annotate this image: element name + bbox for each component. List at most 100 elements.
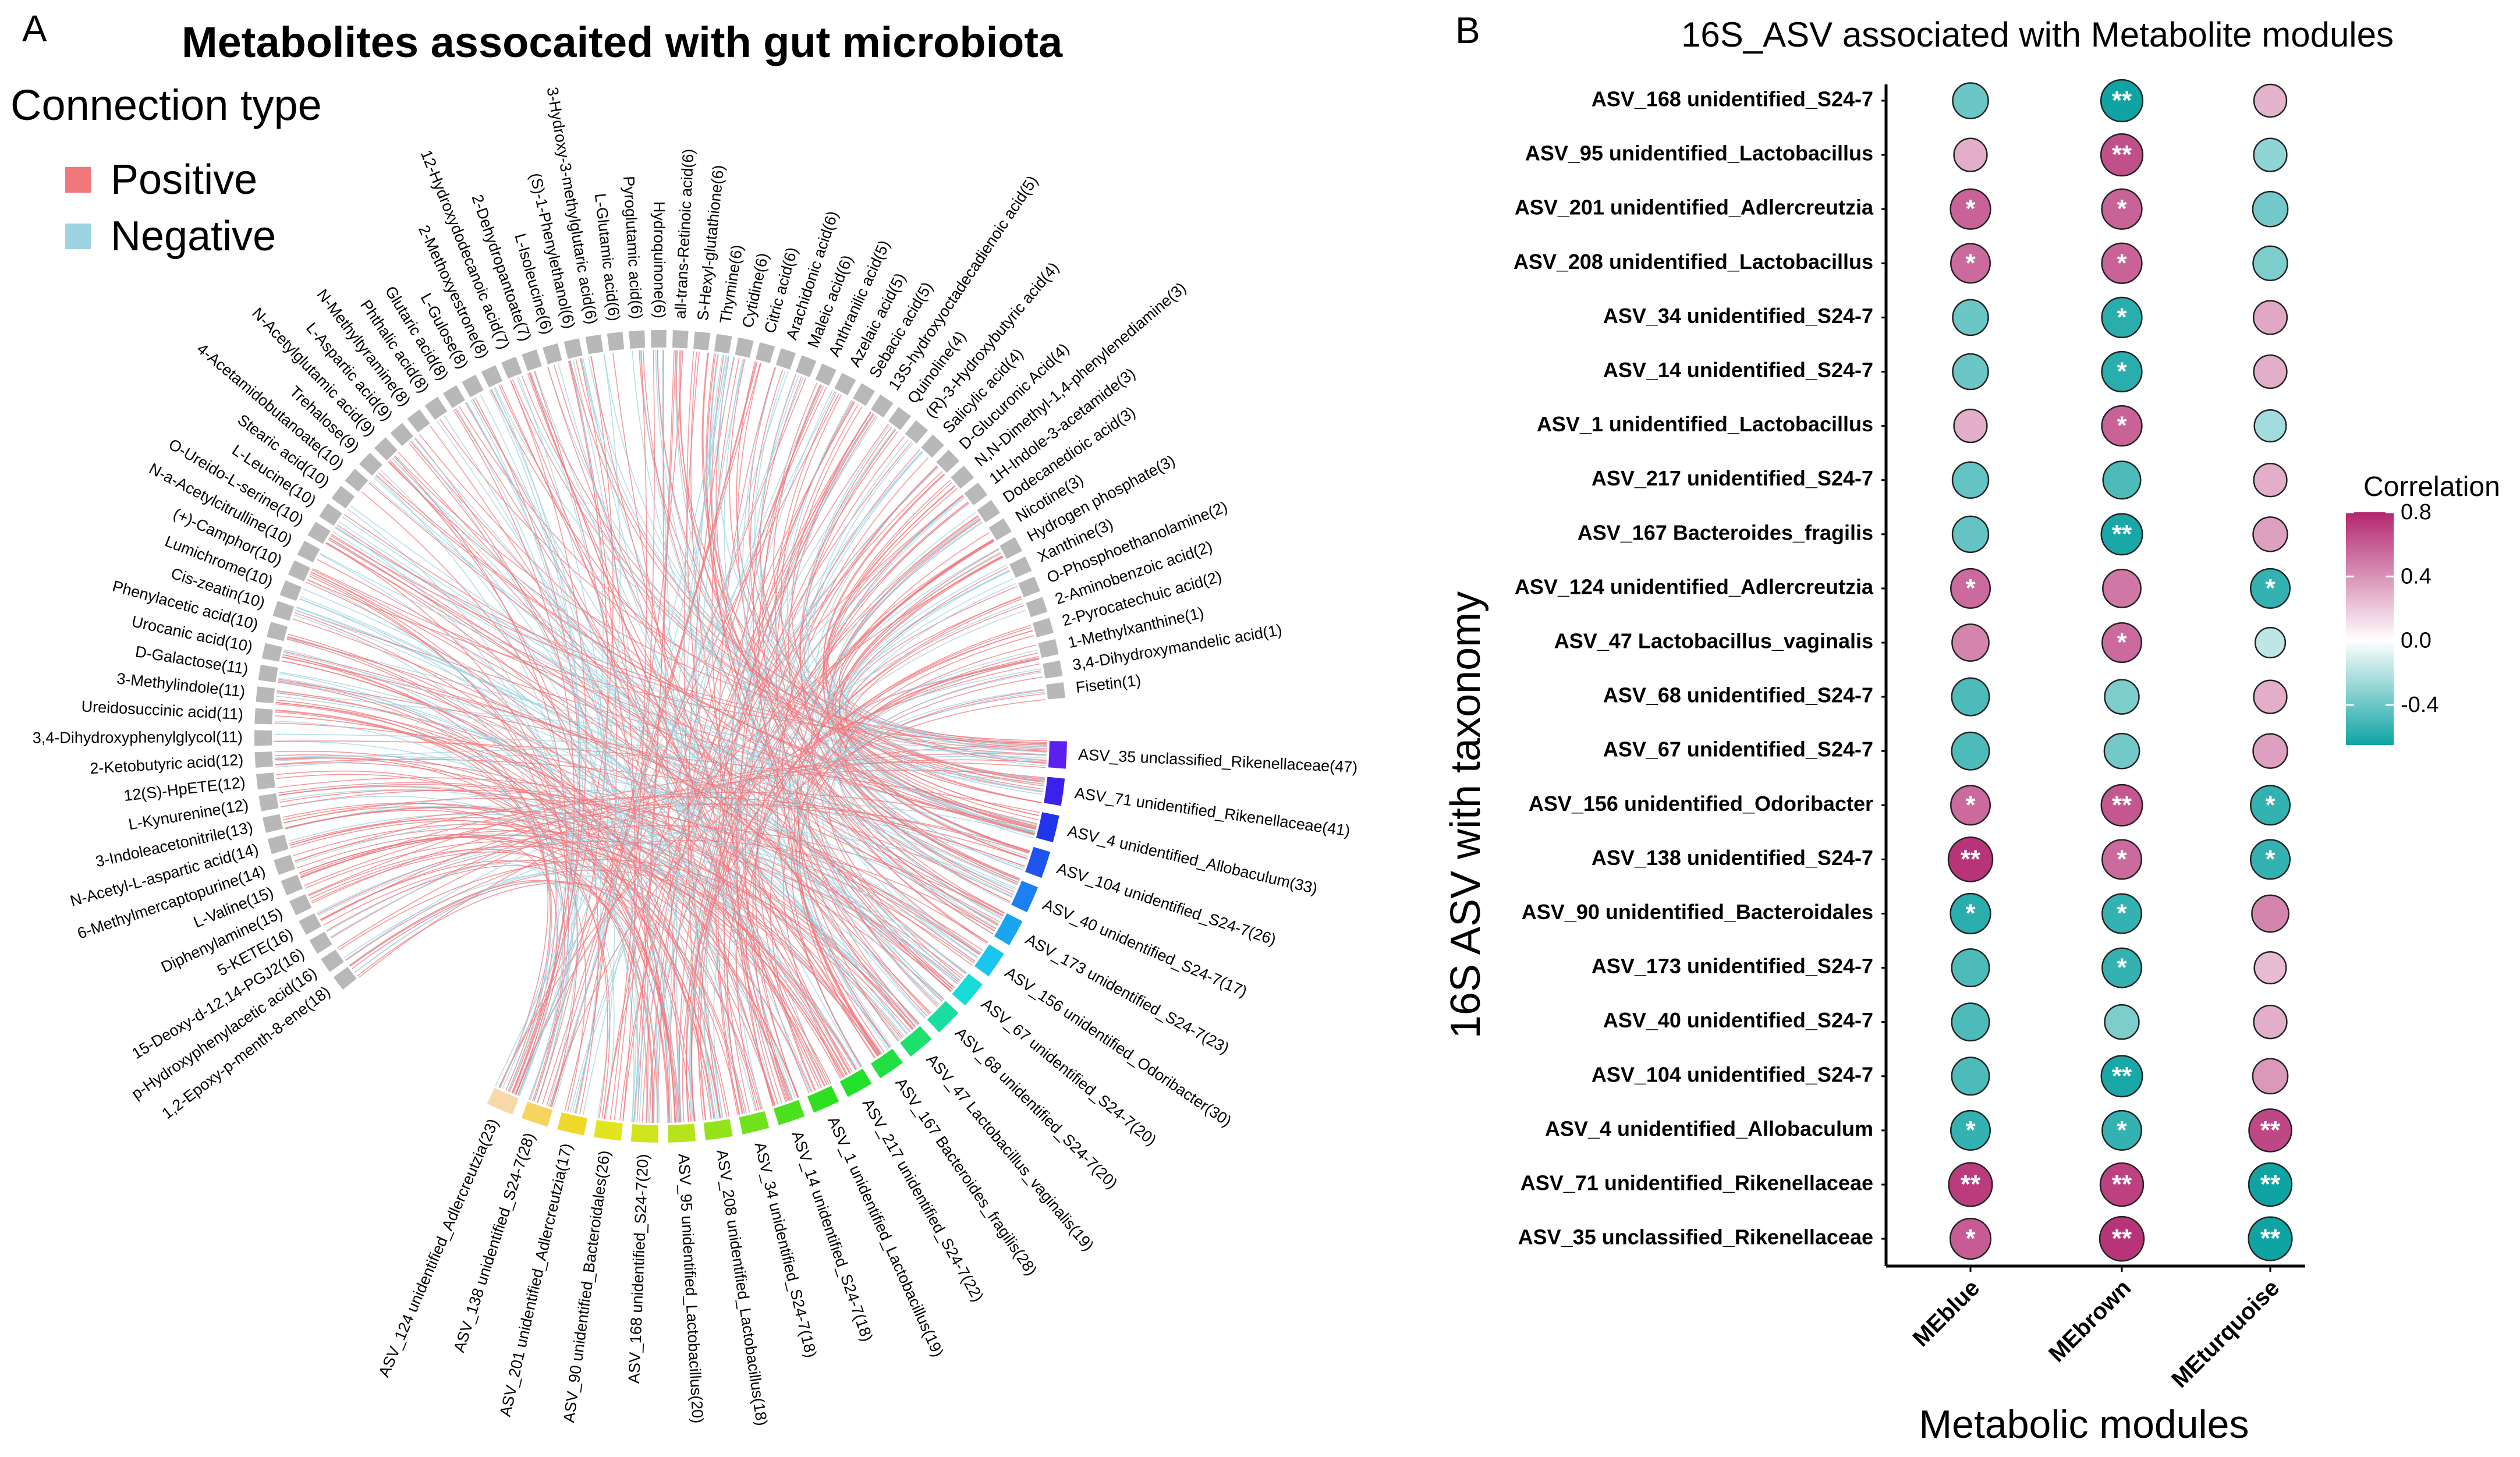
metabolite-arc: [279, 580, 302, 601]
significance-mark: **: [2260, 1170, 2281, 1199]
negative-link: [803, 439, 1002, 919]
metabolite-arc: [254, 708, 273, 725]
correlation-dot: [1950, 785, 1991, 826]
negative-link: [293, 614, 559, 1096]
positive-link: [361, 491, 676, 1123]
negative-link: [633, 451, 922, 1122]
negative-link: [826, 570, 1011, 959]
negative-link: [274, 720, 564, 1101]
chord-svg: Fisetin(1)3,4-Dihydroxymandelic acid(1)1…: [33, 86, 1358, 1427]
row-label: ASV_35 unclassified_Rikenellaceae: [1518, 1225, 1873, 1249]
metabolite-arc: [390, 423, 414, 446]
negative-link: [303, 589, 931, 1014]
negative-link: [580, 358, 926, 1019]
significance-mark: **: [2260, 1224, 2281, 1253]
metabolite-arc: [1032, 618, 1054, 637]
correlation-dot: [1950, 1109, 1991, 1151]
asv-arc: [1048, 741, 1067, 769]
correlation-dot: [2100, 784, 2143, 827]
metabolite-arc: [289, 894, 312, 916]
positive-link: [336, 524, 997, 930]
positive-link: [773, 384, 1047, 761]
asv-arc: [521, 1101, 553, 1127]
negative-link: [742, 367, 945, 1000]
correlation-dot: [2248, 1108, 2292, 1153]
metabolite-arc: [319, 503, 342, 526]
correlation-dot: [1951, 515, 1990, 554]
positive-link: [323, 860, 799, 1098]
correlation-dot: [2252, 245, 2288, 282]
row-label: ASV_124 unidentified_Adlercreutzia: [1515, 575, 1874, 598]
significance-mark: *: [2117, 845, 2127, 873]
colorbar-tick-label: 0.0: [2401, 629, 2432, 653]
asv-arc: [870, 1048, 903, 1079]
metabolite-arc: [331, 485, 355, 509]
positive-link: [274, 740, 1040, 813]
asv-label: ASV_168 unidentified_S24-7(20): [625, 1154, 652, 1384]
correlation-dot: [2100, 79, 2144, 123]
significance-mark: *: [2265, 845, 2276, 873]
negative-link: [444, 416, 718, 1119]
positive-link: [286, 637, 980, 955]
asv-arc: [630, 1124, 659, 1143]
metabolite-arc: [871, 394, 894, 418]
correlation-dot: [2253, 354, 2288, 389]
metabolite-arc: [274, 855, 296, 875]
asv-label: ASV_71 unidentified_Rikenellaceae(41): [1073, 784, 1351, 839]
positive-link: [554, 364, 943, 1002]
metabolite-arc: [629, 330, 646, 349]
positive-link: [796, 519, 981, 1042]
metabolite-arc: [261, 643, 282, 662]
negative-link: [283, 649, 639, 1122]
positive-link: [748, 367, 1044, 787]
metabolite-arc: [345, 469, 368, 492]
negative-link: [519, 354, 621, 1097]
metabolite-arc: [281, 874, 303, 896]
metabolite-arc: [693, 331, 711, 350]
metabolite-arc: [1043, 660, 1063, 679]
positive-link: [330, 535, 1047, 752]
asv-label: ASV_90 unidentified_Bacteroidales(26): [560, 1150, 614, 1424]
metabolite-arc: [258, 793, 279, 811]
metabolite-arc: [936, 449, 960, 473]
positive-link: [368, 482, 1005, 914]
positive-link: [388, 462, 1035, 834]
metabolite-arc: [1026, 597, 1048, 618]
row-label: ASV_167 Bacteroides_fragilis: [1578, 520, 1873, 544]
positive-link: [604, 387, 827, 1119]
positive-link: [541, 361, 757, 1105]
positive-link: [845, 597, 1042, 803]
metabolite-arc: [267, 622, 288, 641]
significance-mark: *: [2117, 899, 2127, 928]
positive-link: [309, 575, 578, 1108]
significance-mark: *: [2117, 357, 2127, 386]
correlation-dot: [1951, 623, 1990, 662]
positive-link: [275, 710, 551, 1091]
panel-b-dot-heatmap: B 16S_ASV associated with Metabolite mod…: [1432, 0, 2520, 1457]
metabolite-arc: [309, 931, 332, 954]
positive-link: [800, 429, 1005, 913]
row-label: ASV_71 unidentified_Rikenellaceae: [1520, 1171, 1873, 1195]
positive-link: [679, 350, 1019, 883]
positive-link: [736, 361, 1042, 803]
positive-link: [304, 803, 1027, 887]
metabolite-arc: [256, 772, 275, 790]
significance-mark: **: [2112, 1224, 2132, 1253]
metabolite-label: 3-Hydroxy-3-methylglutaric acid(6): [544, 86, 601, 325]
positive-link: [317, 825, 1004, 916]
negative-link: [550, 377, 804, 1107]
significance-mark: *: [2117, 249, 2127, 277]
correlation-dot: [2250, 785, 2291, 826]
negative-link: [807, 443, 1015, 893]
metabolite-arc: [853, 383, 876, 406]
asv-arc: [994, 913, 1023, 945]
correlation-dot: [1952, 82, 1989, 119]
correlation-dot: [2099, 1215, 2145, 1262]
positive-link: [398, 452, 931, 1013]
significance-mark: **: [2112, 86, 2132, 115]
metabolite-label: all-trans-Retinoic acid(6): [671, 148, 697, 320]
positive-link: [498, 385, 920, 1024]
positive-link: [275, 702, 845, 1077]
correlation-dot: [2101, 350, 2143, 393]
significance-mark: **: [1961, 1170, 1981, 1199]
